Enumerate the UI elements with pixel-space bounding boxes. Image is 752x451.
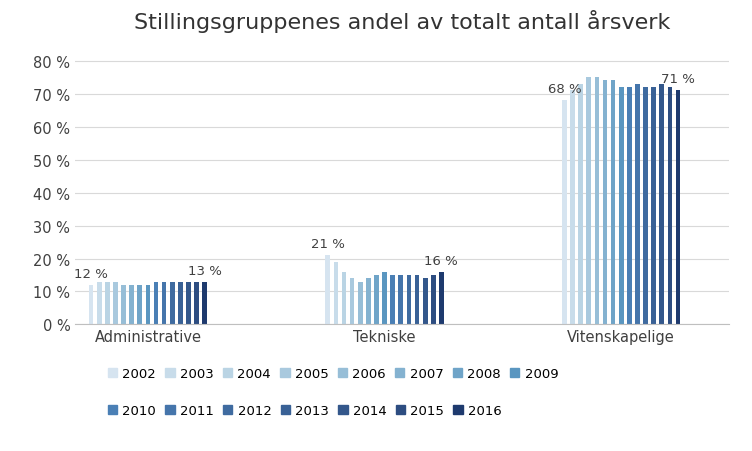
Bar (121, 285, 126, 325)
Bar (334, 262, 338, 325)
Bar (651, 88, 656, 325)
Text: 16 %: 16 % (424, 254, 458, 267)
Bar (341, 272, 347, 325)
Bar (138, 285, 142, 325)
Bar (635, 85, 640, 325)
Legend: 2010, 2011, 2012, 2013, 2014, 2015, 2016: 2010, 2011, 2012, 2013, 2014, 2015, 2016 (108, 404, 502, 417)
Bar (374, 276, 379, 325)
Bar (611, 81, 615, 325)
Bar (129, 285, 134, 325)
Bar (660, 85, 664, 325)
Bar (390, 276, 395, 325)
Bar (89, 285, 93, 325)
Text: 13 %: 13 % (188, 264, 222, 277)
Bar (595, 78, 599, 325)
Bar (162, 282, 166, 325)
Bar (186, 282, 191, 325)
Bar (587, 78, 591, 325)
Bar (602, 81, 608, 325)
Bar (562, 101, 567, 325)
Bar (382, 272, 387, 325)
Bar (326, 256, 330, 325)
Bar (643, 88, 648, 325)
Bar (113, 282, 118, 325)
Bar (194, 282, 199, 325)
Bar (366, 279, 371, 325)
Bar (153, 282, 159, 325)
Bar (627, 88, 632, 325)
Bar (570, 91, 575, 325)
Bar (439, 272, 444, 325)
Text: 12 %: 12 % (74, 267, 108, 281)
Bar (146, 285, 150, 325)
Bar (578, 85, 583, 325)
Bar (350, 279, 354, 325)
Bar (97, 282, 102, 325)
Text: 68 %: 68 % (547, 83, 581, 96)
Bar (105, 282, 110, 325)
Title: Stillingsgruppenes andel av totalt antall årsverk: Stillingsgruppenes andel av totalt antal… (134, 9, 671, 32)
Bar (202, 282, 207, 325)
Bar (619, 88, 623, 325)
Text: 71 %: 71 % (661, 73, 695, 86)
Bar (431, 276, 435, 325)
Bar (407, 276, 411, 325)
Bar (423, 279, 427, 325)
Bar (178, 282, 183, 325)
Bar (399, 276, 403, 325)
Bar (668, 88, 672, 325)
Bar (414, 276, 420, 325)
Bar (170, 282, 174, 325)
Bar (676, 91, 681, 325)
Text: 21 %: 21 % (311, 238, 344, 251)
Bar (358, 282, 362, 325)
